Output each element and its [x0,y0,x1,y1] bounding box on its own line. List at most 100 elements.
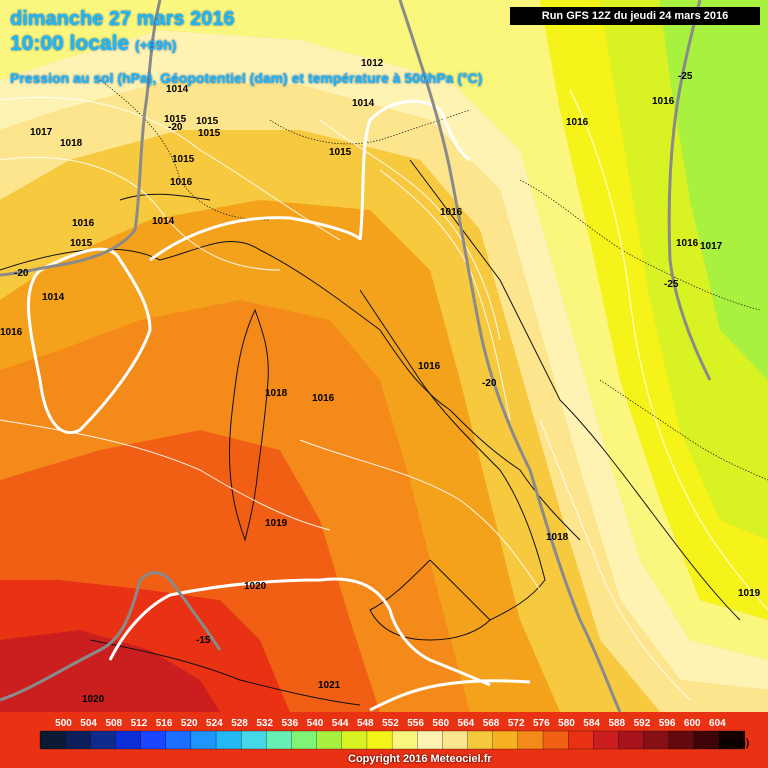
legend-unit: (dam) [722,738,749,749]
legend-value: 540 [307,718,324,729]
legend-value: 592 [634,718,651,729]
isobar-label: 1016 [652,96,675,107]
legend-swatch [391,730,418,750]
legend-swatch [366,730,393,750]
isobar-label: 1012 [361,58,384,69]
legend-swatch [266,730,293,750]
isobar-label: 1015 [198,128,221,139]
legend-value: 528 [231,718,248,729]
legend-value: 548 [357,718,374,729]
legend-swatch [90,730,117,750]
legend-value: 536 [282,718,299,729]
legend-value: 516 [156,718,173,729]
isobar-label: 1014 [152,216,175,227]
legend-labels: 500 504 508 512 516 520 524 528 532 536 540 544 548 5… [55,718,726,729]
band-576 [0,300,470,712]
isobar-label: 1016 [72,218,95,229]
isobar-label: 1017 [30,127,53,138]
legend-swatch [215,730,242,750]
isobar-label: 1018 [60,138,83,149]
copyright: Copyright 2016 Meteociel.fr [348,753,492,765]
isobar-label: 1014 [166,84,189,95]
temperature-label: -25 [664,279,679,290]
legend-value: 568 [483,718,500,729]
legend-value: 576 [533,718,550,729]
band-544 [660,0,768,380]
isobar-label: 1016 [566,117,589,128]
legend-swatch [39,730,66,750]
isobar-label: 1018 [265,388,288,399]
legend-swatch [693,730,720,750]
legend-value: 532 [256,718,273,729]
isobar-label: 1016 [0,327,23,338]
legend-swatch [165,730,192,750]
temperature-label: -20 [168,122,183,133]
legend-swatch [643,730,670,750]
legend-value: 584 [583,718,600,729]
temperature-lines [0,0,712,713]
legend-swatch [115,730,142,750]
legend-value: 560 [432,718,449,729]
isobars-bold [27,99,531,712]
legend-swatch [718,730,745,750]
temperature-labels: -20 -20 -25 -25 -20 -15 [14,71,693,646]
time-title: 10:00 locale (+69h) [10,32,177,56]
legend-swatch [316,730,343,750]
borders [99,79,768,481]
legend-value: 604 [709,718,726,729]
legend-value: 580 [558,718,575,729]
legend-swatch [517,730,544,750]
legend-swatch [568,730,594,750]
band-560 [0,30,768,690]
legend-value: 588 [608,718,625,729]
temperature-label: -20 [482,378,497,389]
legend-swatch [291,730,318,750]
isobar-label: 1016 [440,207,463,218]
legend-value: 564 [458,718,475,729]
isobar-label: 1014 [352,98,375,109]
legend-value: 508 [105,718,122,729]
legend-value: 544 [332,718,349,729]
legend-value: 512 [131,718,148,729]
legend-swatch [65,730,91,750]
isobar-label: 1015 [172,154,195,165]
legend-swatch [190,730,217,750]
isobar-label: 1015 [164,114,187,125]
isobar-label: 1015 [70,238,93,249]
isobar-label: 1016 [170,177,193,188]
parameter-title: Pression au sol (hPa), Géopotentiel (dam… [10,70,483,86]
date-title: dimanche 27 mars 2016 [10,8,235,30]
band-572 [0,200,560,712]
legend-swatch [668,730,695,750]
isobar-label: 1015 [196,116,219,127]
band-564 [0,80,768,712]
legend-swatch [341,730,368,750]
isobar-label: 1021 [318,680,341,691]
legend-value: 500 [55,718,72,729]
legend-value: 520 [181,718,198,729]
isobar-label: 1016 [676,238,699,249]
isobar-label: 1018 [546,532,569,543]
isobar-label: 1019 [265,518,288,529]
isobar-label: 1015 [329,147,352,158]
legend-swatch [417,730,444,750]
legend-swatch [140,730,167,750]
band-568 [0,130,660,712]
legend-swatch [542,730,569,750]
legend-value: 524 [206,718,223,729]
lead-time: (+69h) [134,37,177,53]
run-info: Run GFS 12Z du jeudi 24 mars 2016 [510,7,760,25]
time-value: 10:00 locale [10,32,130,55]
legend-swatch [467,730,494,750]
isobar-label: 1014 [42,292,65,303]
legend-value: 552 [382,718,399,729]
temperature-label: -25 [678,71,693,82]
temperature-label: -15 [196,635,211,646]
band-580 [0,430,380,712]
legend-value: 504 [80,718,97,729]
legend-value: 596 [659,718,676,729]
isobar-label: 1020 [244,581,267,592]
temperature-label: -20 [14,268,29,279]
band-556 [0,0,768,660]
legend-swatch [593,730,620,750]
